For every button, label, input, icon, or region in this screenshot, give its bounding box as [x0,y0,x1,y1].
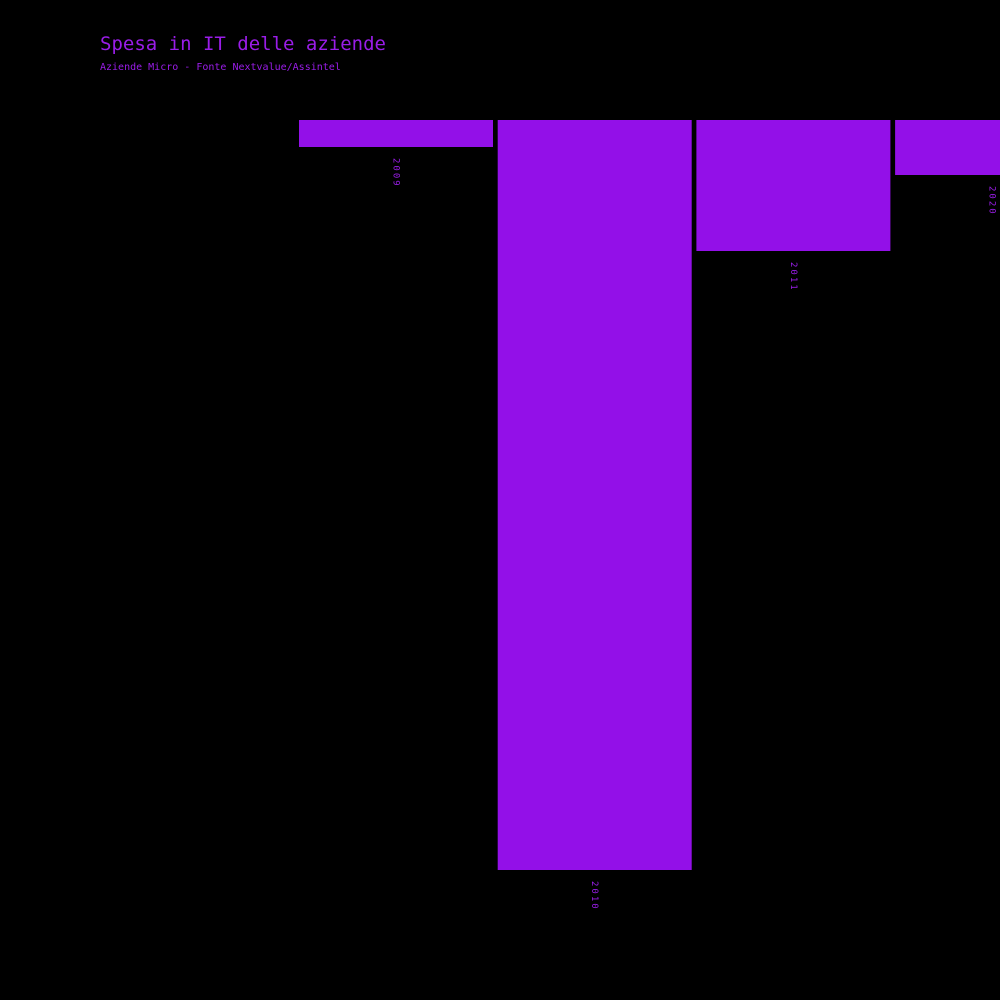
x-tick-label: 2011 [788,262,798,292]
x-tick-label: 2020 [987,186,997,216]
bar [895,120,1000,175]
x-tick-label: 2010 [589,881,599,911]
chart-subtitle: Aziende Micro - Fonte Nextvalue/Assintel [100,62,341,73]
x-tick-label: 2009 [391,158,401,188]
bar [299,120,493,147]
chart-title: Spesa in IT delle aziende [100,33,386,55]
bar [497,120,692,870]
bar [696,120,891,251]
